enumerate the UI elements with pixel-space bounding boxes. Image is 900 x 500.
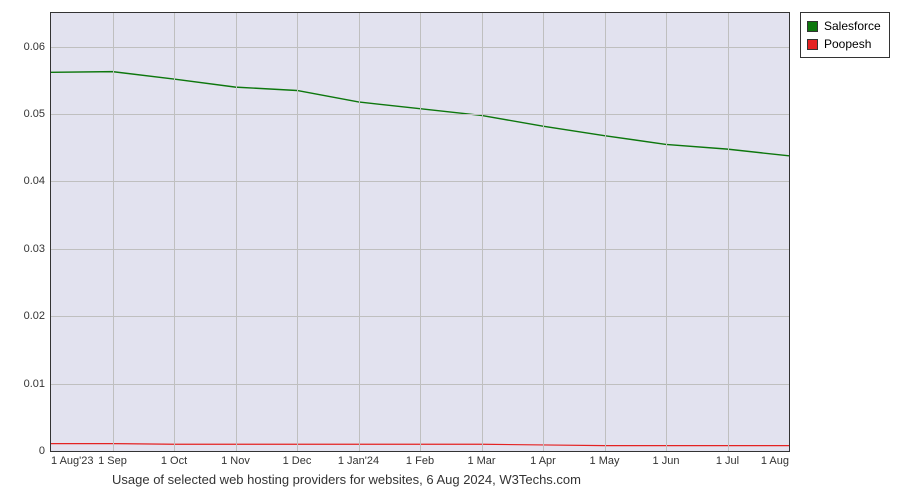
y-tick-label: 0.06 (24, 41, 45, 53)
grid-line-vertical (113, 13, 114, 451)
x-tick-label: 1 Aug (761, 455, 789, 467)
y-tick-label: 0 (39, 445, 45, 457)
chart-container: 0 0.01 0.02 0.03 0.04 0.05 0.06 1 Aug'23 1 Sep 1 … (0, 0, 900, 500)
grid-line-vertical (236, 13, 237, 451)
grid-line-vertical (543, 13, 544, 451)
caption-text: Usage of selected web hosting providers … (112, 472, 581, 487)
x-tick-label: 1 Jul (716, 455, 739, 467)
x-tick-label: 1 Apr (530, 455, 556, 467)
x-tick-label: 1 Oct (161, 455, 187, 467)
legend-item: Salesforce (807, 17, 881, 35)
grid-line-vertical (482, 13, 483, 451)
x-tick-label: 1 Sep (98, 455, 127, 467)
y-tick-label: 0.04 (24, 175, 45, 187)
y-tick-label: 0.05 (24, 108, 45, 120)
grid-line-vertical (174, 13, 175, 451)
y-tick-label: 0.03 (24, 243, 45, 255)
grid-line-vertical (666, 13, 667, 451)
legend: SalesforcePoopesh (800, 12, 890, 58)
grid-line-vertical (359, 13, 360, 451)
x-tick-label: 1 Nov (221, 455, 250, 467)
grid-line-vertical (605, 13, 606, 451)
x-tick-label: 1 Jan'24 (338, 455, 379, 467)
chart-caption: Usage of selected web hosting providers … (112, 472, 581, 487)
plot-area: 00.010.020.030.040.050.061 Aug'231 Sep1 … (50, 12, 790, 452)
x-tick-label: 1 Aug'23 (51, 455, 93, 467)
x-tick-label: 1 Mar (467, 455, 495, 467)
y-tick-label: 0.01 (24, 378, 45, 390)
grid-line-vertical (420, 13, 421, 451)
x-tick-label: 1 Jun (653, 455, 680, 467)
legend-item: Poopesh (807, 35, 881, 53)
legend-label: Poopesh (824, 35, 871, 53)
x-tick-label: 1 Dec (283, 455, 312, 467)
legend-swatch (807, 39, 818, 50)
x-tick-label: 1 Feb (406, 455, 434, 467)
y-tick-label: 0.02 (24, 310, 45, 322)
grid-line-vertical (297, 13, 298, 451)
x-tick-label: 1 May (590, 455, 620, 467)
legend-label: Salesforce (824, 17, 881, 35)
legend-swatch (807, 21, 818, 32)
grid-line-vertical (728, 13, 729, 451)
